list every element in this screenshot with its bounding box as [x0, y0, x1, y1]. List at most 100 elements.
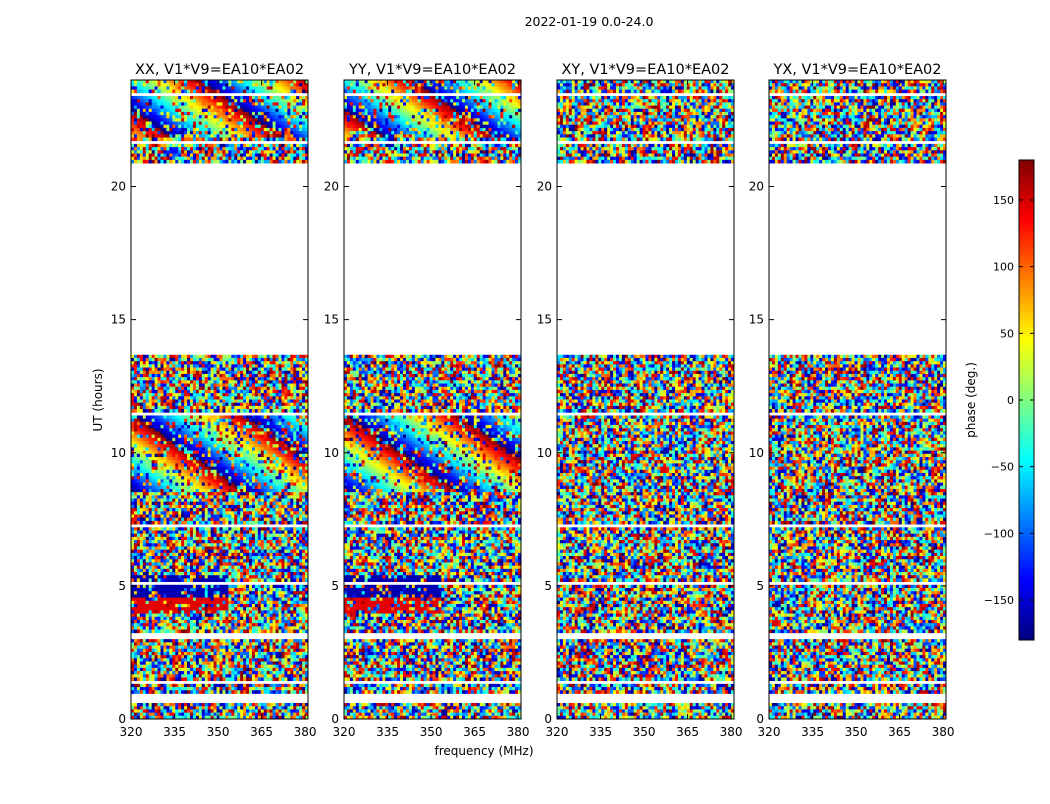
heatmap-cell	[264, 122, 267, 126]
heatmap-cell	[187, 454, 190, 458]
heatmap-cell	[163, 138, 166, 142]
heatmap-cell	[234, 368, 237, 372]
heatmap-cell	[131, 527, 134, 531]
heatmap-cell	[267, 415, 270, 419]
heatmap-cell	[208, 495, 211, 499]
heatmap-cell	[143, 115, 146, 119]
heatmap-cell	[234, 495, 237, 499]
heatmap-cell	[234, 515, 237, 519]
heatmap-cell	[240, 380, 243, 384]
heatmap-cell	[234, 435, 237, 439]
heatmap-cell	[175, 454, 178, 458]
heatmap-cell	[143, 377, 146, 381]
heatmap-cell	[155, 476, 158, 480]
heatmap-cell	[249, 144, 252, 148]
heatmap-cell	[155, 109, 158, 113]
heatmap-cell	[202, 515, 205, 519]
heatmap-cell	[264, 489, 267, 493]
heatmap-cell	[140, 470, 143, 474]
heatmap-cell	[284, 486, 287, 490]
heatmap-cell	[252, 431, 255, 435]
heatmap-cell	[161, 406, 164, 410]
heatmap-cell	[293, 518, 296, 522]
heatmap-cell	[255, 396, 258, 400]
heatmap-cell	[243, 441, 246, 445]
heatmap-cell	[184, 396, 187, 400]
heatmap-cell	[284, 431, 287, 435]
heatmap-cell	[175, 511, 178, 515]
heatmap-cell	[143, 431, 146, 435]
heatmap-cell	[281, 479, 284, 483]
heatmap-cell	[161, 415, 164, 419]
heatmap-cell	[281, 403, 284, 407]
heatmap-cell	[190, 83, 193, 87]
heatmap-cell	[287, 150, 290, 154]
heatmap-cell	[172, 457, 175, 461]
heatmap-cell	[267, 515, 270, 519]
heatmap-cell	[290, 463, 293, 467]
heatmap-cell	[181, 396, 184, 400]
heatmap-cell	[143, 511, 146, 515]
heatmap-cell	[249, 457, 252, 461]
heatmap-cell	[137, 364, 140, 368]
heatmap-cell	[131, 428, 134, 432]
heatmap-cell	[140, 425, 143, 429]
heatmap-cell	[258, 454, 261, 458]
heatmap-cell	[155, 467, 158, 471]
heatmap-cell	[267, 428, 270, 432]
heatmap-cell	[281, 160, 284, 164]
heatmap-cell	[228, 355, 231, 359]
heatmap-cell	[240, 118, 243, 122]
heatmap-cell	[211, 467, 214, 471]
heatmap-cell	[149, 454, 152, 458]
heatmap-cell	[217, 368, 220, 372]
heatmap-cell	[131, 457, 134, 461]
heatmap-cell	[205, 99, 208, 103]
heatmap-cell	[211, 112, 214, 116]
heatmap-cell	[234, 422, 237, 426]
heatmap-cell	[149, 115, 152, 119]
heatmap-cell	[193, 371, 196, 375]
heatmap-cell	[220, 125, 223, 129]
heatmap-cell	[169, 467, 172, 471]
heatmap-cell	[149, 400, 152, 404]
heatmap-cell	[178, 451, 181, 455]
heatmap-cell	[169, 515, 172, 519]
heatmap-cell	[152, 153, 155, 157]
heatmap-cell	[140, 489, 143, 493]
heatmap-cell	[225, 492, 228, 496]
heatmap-cell	[279, 371, 282, 375]
heatmap-cell	[187, 138, 190, 142]
heatmap-cell	[276, 355, 279, 359]
heatmap-cell	[152, 518, 155, 522]
heatmap-cell	[252, 460, 255, 464]
heatmap-cell	[196, 431, 199, 435]
heatmap-cell	[225, 384, 228, 388]
heatmap-cell	[258, 518, 261, 522]
heatmap-cell	[214, 492, 217, 496]
heatmap-cell	[172, 422, 175, 426]
heatmap-cell	[228, 128, 231, 132]
heatmap-cell	[175, 361, 178, 365]
heatmap-cell	[220, 447, 223, 451]
heatmap-cell	[161, 377, 164, 381]
heatmap-cell	[187, 422, 190, 426]
heatmap-cell	[287, 387, 290, 391]
heatmap-cell	[225, 147, 228, 151]
heatmap-cell	[181, 157, 184, 161]
heatmap-cell	[276, 157, 279, 161]
heatmap-cell	[155, 147, 158, 151]
heatmap-cell	[181, 425, 184, 429]
heatmap-cell	[252, 508, 255, 512]
heatmap-cell	[222, 377, 225, 381]
heatmap-cell	[249, 96, 252, 100]
heatmap-cell	[252, 495, 255, 499]
heatmap-cell	[137, 160, 140, 164]
heatmap-cell	[267, 521, 270, 525]
heatmap-cell	[270, 521, 273, 525]
heatmap-cell	[140, 409, 143, 413]
heatmap-cell	[155, 441, 158, 445]
heatmap-cell	[140, 403, 143, 407]
heatmap-cell	[158, 499, 161, 503]
heatmap-cell	[279, 400, 282, 404]
